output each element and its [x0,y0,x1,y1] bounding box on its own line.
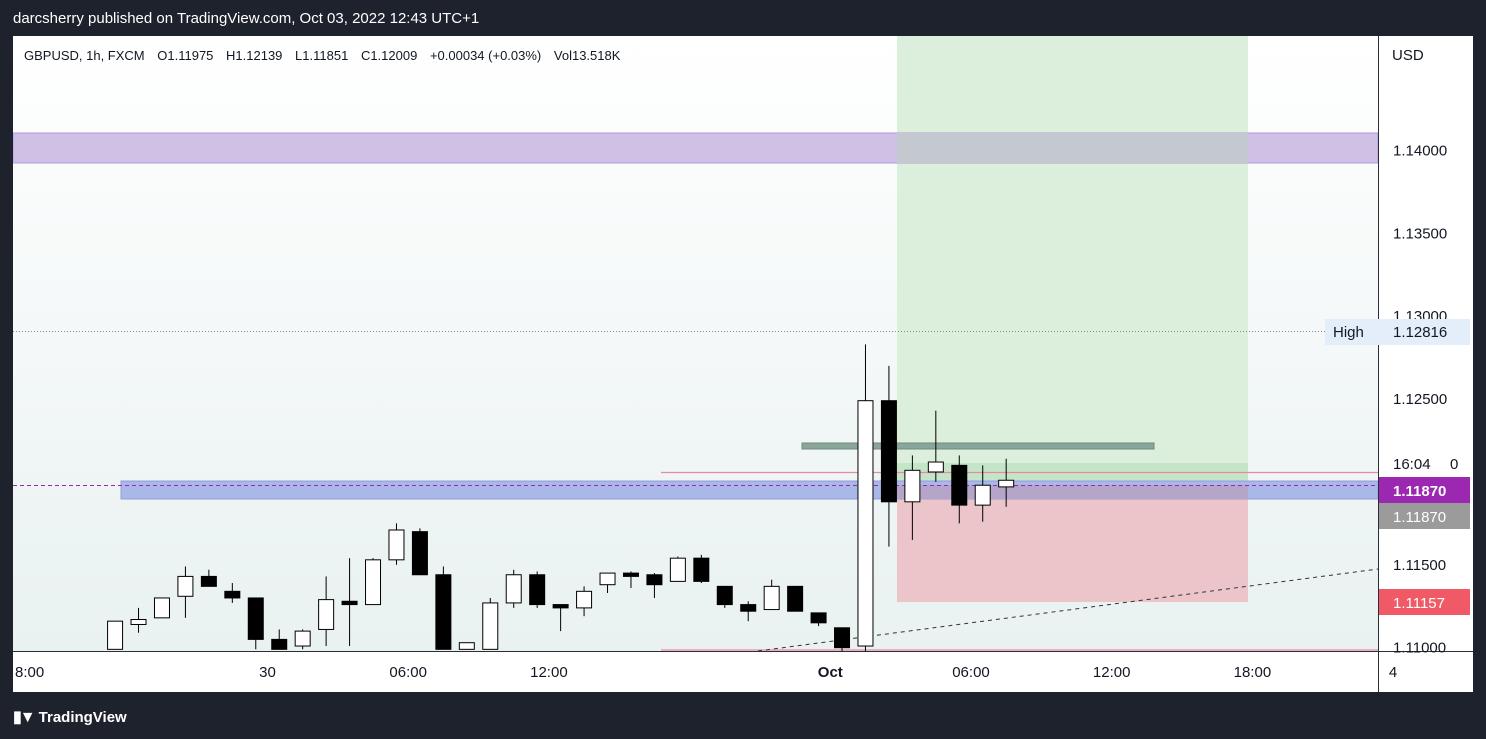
legend-close: C1.12009 [361,48,417,63]
publisher-text: darcsherry published on TradingView.com,… [13,10,480,27]
prev-close-bg [1379,503,1470,529]
blue-zone-overlap [897,485,1248,499]
footer-brand[interactable]: ▮▼ TradingView [13,704,127,730]
high-value: 1.12816 [1393,324,1447,341]
price-tick-label: 1.12500 [1393,391,1447,408]
candle-bull-body[interactable] [599,572,616,586]
chart-frame[interactable]: 1.14000 1.13500 1.13000 1.12500 1.11500 1.110… [13,36,1473,692]
candle-bull-body[interactable] [974,484,991,506]
price-tick-label: 1.13500 [1393,225,1447,242]
candle-bear-body[interactable] [271,638,288,650]
candle-bull-body[interactable] [482,602,499,650]
candle-bear-body[interactable] [435,574,452,650]
time-tick-label: 8:00 [15,664,44,681]
candle-bull-body[interactable] [107,620,124,650]
tradingview-logo-icon: ▮▼ [13,709,36,726]
time-tick-label: 4 [1389,664,1397,681]
candle-bear-body[interactable] [622,572,639,577]
candle-bull-body[interactable] [857,400,874,647]
candle-bull-body[interactable] [998,479,1015,488]
candle-bear-body[interactable] [880,400,897,503]
candles-group [107,344,1015,651]
price-tick-label: 1.11000 [1393,640,1446,657]
time-tick-label: 12:00 [1093,664,1131,681]
candle-bear-body[interactable] [224,590,241,599]
candle-bull-body[interactable] [763,585,780,611]
legend-volume: Vol13.518K [554,48,621,63]
legend-change: +0.00034 (+0.03%) [430,48,541,63]
countdown-label: 16:04 [1393,456,1431,473]
candle-bull-body[interactable] [153,597,170,619]
candlestick-chart[interactable]: 1.140001.135001.130001.125001.115001.110… [13,36,1473,692]
time-tick-label: 12:00 [530,664,568,681]
footer-brand-text: TradingView [38,708,127,726]
prev-close-label: 1.11870 [1393,509,1446,526]
last-price-label: 1.11870 [1393,483,1446,500]
candle-bear-body[interactable] [247,597,264,640]
high-label-bg [1325,319,1470,345]
legend-high: H1.12139 [226,48,282,63]
time-tick-label: 06:00 [952,664,990,681]
candle-bear-body[interactable] [552,604,569,609]
candle-bear-body[interactable] [787,585,804,612]
time-tick-label: 06:00 [389,664,427,681]
candle-bear-body[interactable] [200,575,217,587]
candle-bear-body[interactable] [951,464,968,506]
candle-bull-body[interactable] [458,642,475,650]
last-price-bg [1379,477,1470,503]
entry-zone [897,463,1248,485]
candle-bull-body[interactable] [294,630,311,647]
legend-low: L1.11851 [295,48,348,63]
time-ticks-group: 8:00 30 06:00 12:00 Oct 06:00 12:00 18:00 4 [15,664,1397,681]
candle-bull-body[interactable] [365,559,382,606]
candle-bear-body[interactable] [341,600,358,606]
stop-price-bg [1379,589,1470,615]
currency-label: USD [1392,47,1424,64]
candle-bull-body[interactable] [130,619,147,625]
countdown-suffix: 0 [1450,456,1458,473]
candle-bear-body[interactable] [716,585,733,606]
price-ticks-group: 1.140001.135001.130001.125001.115001.110… [1393,142,1447,656]
candle-bear-body[interactable] [740,604,757,612]
candle-bull-body[interactable] [505,574,522,604]
legend-symbol: GBPUSD, 1h, FXCM [24,48,145,63]
candle-bull-body[interactable] [388,529,405,561]
candle-bull-body[interactable] [576,590,593,609]
target-zone [897,36,1248,472]
time-tick-label: 18:00 [1234,664,1272,681]
target-zone-overlap [897,133,1248,163]
candle-bear-body[interactable] [810,612,827,624]
candle-bull-body[interactable] [927,461,944,473]
legend-open: O1.11975 [157,48,213,63]
time-tick-label: 30 [259,664,276,681]
high-label: High [1333,324,1364,341]
stop-price-label: 1.11157 [1393,595,1445,612]
candle-bear-body[interactable] [529,574,546,606]
candle-bull-body[interactable] [177,575,194,597]
countdown-bg [1379,452,1445,476]
candle-bear-body[interactable] [693,557,710,582]
price-tick-label: 1.14000 [1393,142,1447,159]
legend-line: GBPUSD, 1h, FXCM O1.11975 H1.12139 L1.11… [24,48,621,63]
stop-zone [897,485,1248,602]
candle-bear-body[interactable] [834,627,851,649]
candle-bull-body[interactable] [318,599,335,630]
gray-horizontal-ray [801,442,1155,450]
candle-bear-body[interactable] [646,574,663,586]
time-tick-label: Oct [818,664,843,681]
candle-bull-body[interactable] [669,557,686,582]
publisher-header: darcsherry published on TradingView.com,… [0,0,1486,36]
price-tick-label: 1.11500 [1393,557,1446,574]
candle-bull-body[interactable] [904,469,921,503]
candle-bear-body[interactable] [411,531,428,576]
